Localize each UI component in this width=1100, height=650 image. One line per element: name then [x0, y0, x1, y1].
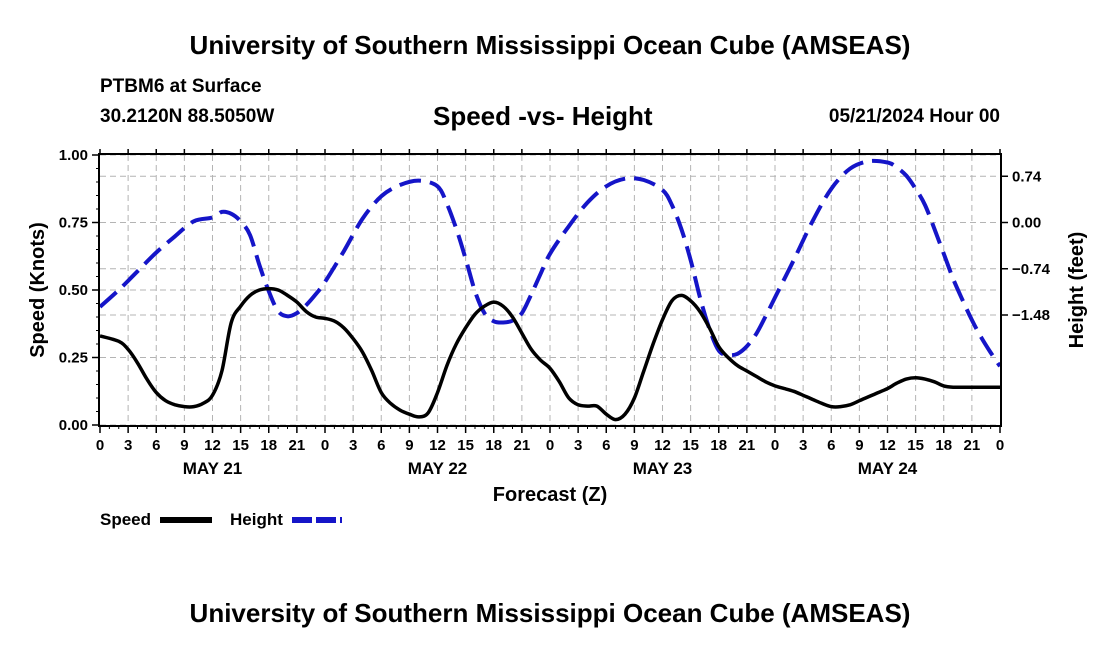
x-tick-label: 21: [289, 437, 306, 454]
x-tick-label: 0: [771, 437, 779, 454]
day-label: MAY 21: [183, 459, 243, 478]
x-tick-label: 18: [710, 437, 727, 454]
x-tick-label: 9: [405, 437, 413, 454]
x-tick-label: 0: [546, 437, 554, 454]
x-tick-label: 12: [204, 437, 221, 454]
x-tick-label: 18: [485, 437, 502, 454]
x-tick-label: 21: [739, 437, 756, 454]
x-tick-label: 0: [321, 437, 329, 454]
y-tick-label: 0.25: [59, 350, 88, 367]
y2-tick-label: 0.00: [1012, 215, 1041, 232]
height-series-line: [98, 158, 1002, 368]
x-tick-label: 9: [180, 437, 188, 454]
y-tick-label: 0.00: [59, 417, 88, 434]
forecast-date: 05/21/2024 Hour 00: [828, 106, 1000, 127]
y2-tick-label: −0.74: [1012, 261, 1051, 278]
y-axis-right: 0.74 0.00 −0.74 −1.48: [1000, 168, 1051, 324]
day-labels: MAY 21 MAY 22 MAY 23 MAY 24: [183, 459, 918, 478]
day-label: MAY 22: [408, 459, 468, 478]
series-layer: [98, 158, 1002, 422]
speed-series-line: [99, 286, 1000, 422]
x-tick-label: 15: [682, 437, 699, 454]
day-label: MAY 24: [858, 459, 918, 478]
day-label: MAY 23: [633, 459, 693, 478]
x-tick-label: 3: [124, 437, 132, 454]
y2-tick-label: −1.48: [1012, 307, 1050, 324]
grid-lines: [100, 154, 1000, 426]
x-tick-label: 6: [377, 437, 385, 454]
x-tick-label: 9: [630, 437, 638, 454]
x-tick-label: 0: [996, 437, 1004, 454]
page-title: University of Southern Mississippi Ocean…: [189, 30, 911, 60]
y2-tick-label: 0.74: [1012, 168, 1042, 185]
x-tick-label: 15: [907, 437, 924, 454]
y-tick-label: 0.50: [59, 282, 88, 299]
y2-axis-label: Height (feet): [1066, 232, 1088, 349]
x-tick-label: 12: [879, 437, 896, 454]
x-tick-label: 21: [964, 437, 981, 454]
x-tick-label: 12: [429, 437, 446, 454]
x-tick-label: 6: [152, 437, 160, 454]
y-axis-left: 0.00 0.25 0.50 0.75 1.00: [59, 147, 100, 434]
x-tick-label: 15: [457, 437, 474, 454]
x-tick-label: 6: [827, 437, 835, 454]
footer-title: University of Southern Mississippi Ocean…: [189, 598, 911, 628]
x-tick-label: 15: [232, 437, 249, 454]
coords-label: 30.2120N 88.5050W: [100, 106, 275, 127]
x-tick-label: 21: [514, 437, 531, 454]
legend: Speed Height: [100, 510, 342, 529]
x-tick-label: 18: [260, 437, 277, 454]
x-tick-label: 6: [602, 437, 610, 454]
legend-height-label: Height: [230, 510, 283, 529]
x-axis-label: Forecast (Z): [493, 484, 607, 506]
chart-title: Speed -vs- Height: [433, 101, 653, 131]
x-tick-label: 12: [654, 437, 671, 454]
legend-speed-label: Speed: [100, 510, 151, 529]
x-tick-label: 9: [855, 437, 863, 454]
x-axis: 0 3 6 9 12 15 18 21 0 3 6 9 12 15 18 21 0 3 6 9 12 15 18 21 0 3 6 9…: [96, 149, 1004, 454]
station-label: PTBM6 at Surface: [100, 76, 262, 97]
x-tick-label: 3: [349, 437, 357, 454]
y-tick-label: 0.75: [59, 215, 88, 232]
x-tick-label: 0: [96, 437, 104, 454]
x-tick-label: 3: [574, 437, 582, 454]
y-axis-label: Speed (Knots): [27, 222, 49, 358]
y-tick-label: 1.00: [59, 147, 88, 164]
x-tick-label: 18: [935, 437, 952, 454]
x-tick-label: 3: [799, 437, 807, 454]
